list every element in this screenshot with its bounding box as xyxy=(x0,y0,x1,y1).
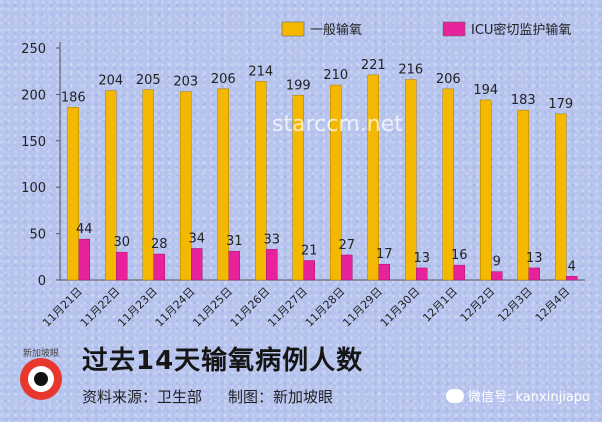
bar-icu-oxygen xyxy=(191,248,203,281)
x-tick-label: 11月27日 xyxy=(265,285,310,330)
y-tick-label: 200 xyxy=(21,88,46,103)
bar-general-oxygen xyxy=(105,90,117,281)
bar-general-oxygen xyxy=(330,84,342,281)
data-label-icu-oxygen: 34 xyxy=(188,231,205,246)
bar-general-oxygen xyxy=(555,113,567,281)
credit-text: 制图：新加坡眼 xyxy=(228,388,334,406)
data-label-icu-oxygen: 28 xyxy=(151,237,168,252)
data-label-general-oxygen: 221 xyxy=(361,58,386,73)
data-label-icu-oxygen: 17 xyxy=(376,247,393,262)
data-label-general-oxygen: 206 xyxy=(211,72,236,87)
bar-general-oxygen xyxy=(292,95,304,281)
bar-general-oxygen xyxy=(142,89,154,281)
x-tick-label: 11月26日 xyxy=(228,285,273,330)
x-tick-label: 12月2日 xyxy=(458,285,498,325)
data-label-general-oxygen: 210 xyxy=(323,68,348,83)
data-label-icu-oxygen: 44 xyxy=(76,222,93,237)
bar-icu-oxygen xyxy=(116,251,128,281)
bar-icu-oxygen xyxy=(453,264,465,281)
data-label-general-oxygen: 216 xyxy=(398,63,423,78)
data-label-general-oxygen: 179 xyxy=(548,97,573,112)
legend-swatch-icu-oxygen xyxy=(442,21,466,37)
logo: 新加坡眼 xyxy=(10,349,72,408)
x-tick-label: 11月25日 xyxy=(190,285,235,330)
bar-icu-oxygen xyxy=(378,263,390,281)
data-label-general-oxygen: 205 xyxy=(136,73,161,88)
x-tick-label: 11月24日 xyxy=(153,285,198,330)
logo-text: 新加坡眼 xyxy=(22,349,59,359)
legend-label-general-oxygen: 一般输氧 xyxy=(310,22,362,38)
bar-icu-oxygen xyxy=(566,276,578,281)
x-tick-label: 11月22日 xyxy=(78,285,123,330)
data-label-general-oxygen: 203 xyxy=(173,75,198,90)
y-tick-label: 100 xyxy=(21,181,46,196)
bar-icu-oxygen xyxy=(416,267,428,281)
x-tick-label: 11月29日 xyxy=(340,285,385,330)
chart-title: 过去14天输氧病例人数 xyxy=(82,346,364,376)
bar-icu-oxygen xyxy=(78,238,90,281)
data-label-icu-oxygen: 4 xyxy=(568,259,576,274)
y-tick-label: 150 xyxy=(21,135,46,150)
y-tick-label: 50 xyxy=(29,228,46,243)
bar-general-oxygen xyxy=(367,74,379,281)
data-label-icu-oxygen: 9 xyxy=(493,255,501,270)
x-tick-label: 12月3日 xyxy=(495,285,535,325)
bar-icu-oxygen xyxy=(303,260,315,281)
x-tick-label: 12月4日 xyxy=(533,285,573,325)
eye-logo-icon xyxy=(20,358,62,400)
bar-icu-oxygen xyxy=(528,267,540,281)
data-label-general-oxygen: 204 xyxy=(98,74,123,89)
x-tick-label: 11月28日 xyxy=(303,285,348,330)
watermark-text: starccm.net xyxy=(272,112,403,137)
data-label-icu-oxygen: 13 xyxy=(413,251,430,266)
bar-general-oxygen xyxy=(67,107,79,281)
bar-icu-oxygen xyxy=(266,249,278,281)
wechat-text: 微信号: kanxinjiapo xyxy=(468,390,590,405)
data-label-icu-oxygen: 21 xyxy=(301,244,318,259)
bar-general-oxygen xyxy=(180,91,192,281)
data-label-icu-oxygen: 13 xyxy=(526,251,543,266)
data-label-icu-oxygen: 16 xyxy=(451,248,468,263)
legend-swatch-general-oxygen xyxy=(281,21,305,37)
data-label-general-oxygen: 194 xyxy=(473,83,498,98)
bar-icu-oxygen xyxy=(228,250,240,281)
data-label-icu-oxygen: 27 xyxy=(338,238,355,253)
bar-general-oxygen xyxy=(480,99,492,281)
data-label-general-oxygen: 214 xyxy=(248,64,273,79)
x-tick-label: 11月21日 xyxy=(40,285,85,330)
bar-icu-oxygen xyxy=(153,253,165,281)
bar-general-oxygen xyxy=(442,88,454,281)
wechat-icon xyxy=(446,388,465,403)
bar-icu-oxygen xyxy=(491,271,503,281)
data-label-general-oxygen: 183 xyxy=(511,93,536,108)
data-label-general-oxygen: 186 xyxy=(61,90,86,105)
source-text: 资料来源：卫生部 xyxy=(82,388,203,406)
bar-general-oxygen xyxy=(217,88,229,281)
y-tick-label: 250 xyxy=(21,42,46,57)
y-tick-label: 0 xyxy=(38,274,46,289)
data-label-general-oxygen: 199 xyxy=(286,78,311,93)
bar-general-oxygen xyxy=(405,79,417,281)
data-label-icu-oxygen: 33 xyxy=(263,232,280,247)
wechat-id: 微信号: kanxinjiapo xyxy=(446,386,590,405)
bar-chart: 0 50 100 150 200 250 186 44 11月21日 204 30 11月22日 205… xyxy=(21,21,585,330)
x-tick-label: 11月23日 xyxy=(115,285,160,330)
x-tick-label: 12月1日 xyxy=(420,285,460,325)
data-label-icu-oxygen: 30 xyxy=(113,235,130,250)
bar-general-oxygen xyxy=(255,81,267,281)
legend-label-icu-oxygen: ICU密切监护输氧 xyxy=(471,22,571,38)
footer-source-line: 资料来源：卫生部 制图：新加坡眼 xyxy=(82,386,333,407)
bar-general-oxygen xyxy=(517,109,529,281)
bar-icu-oxygen xyxy=(341,254,353,281)
data-label-general-oxygen: 206 xyxy=(436,72,461,87)
data-label-icu-oxygen: 31 xyxy=(226,234,243,249)
x-tick-label: 11月30日 xyxy=(378,285,423,330)
